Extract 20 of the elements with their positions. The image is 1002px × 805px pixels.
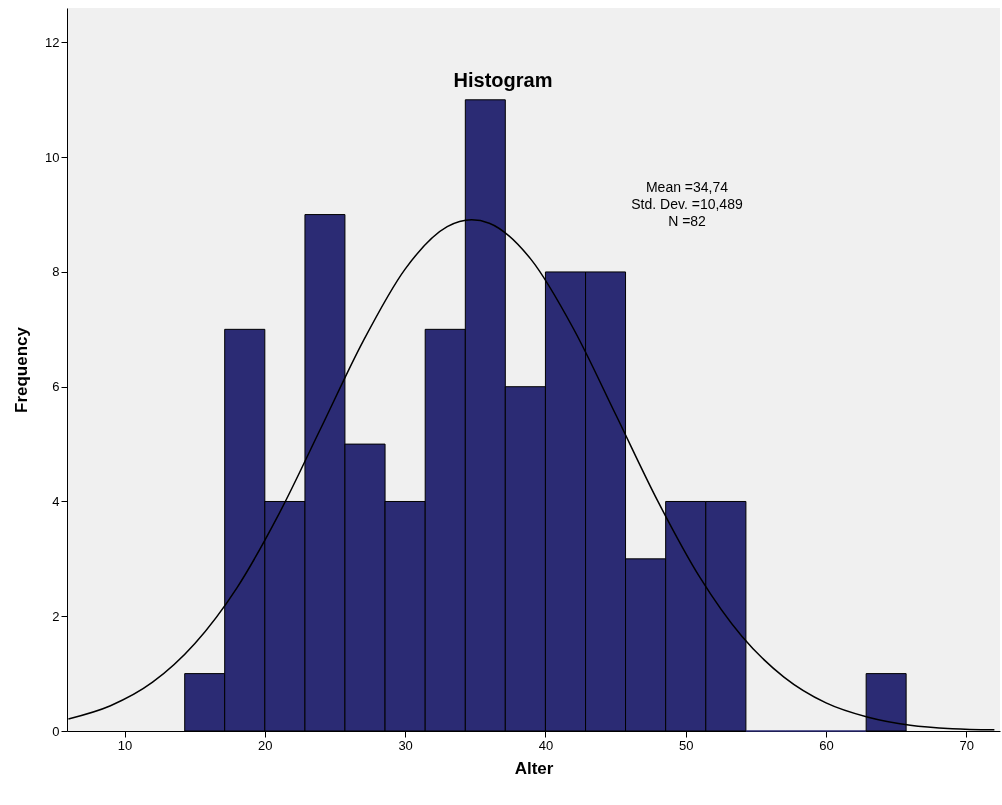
y-axis-title: Frequency (12, 326, 32, 413)
y-tick-label: 4 (52, 493, 60, 509)
annotation: N =82 (668, 213, 707, 229)
annotation: Std. Dev. =10,489 (631, 196, 743, 212)
x-tick-label: 10 (117, 737, 133, 753)
text: Histogram (453, 69, 553, 91)
x-tick-label: 70 (959, 737, 975, 753)
y-tick-label: 12 (45, 34, 60, 50)
y-tick-label: 10 (45, 149, 60, 165)
x-axis-title: Alter (514, 758, 554, 778)
x-tick-label: 40 (538, 737, 554, 753)
x-tick-label: 60 (819, 737, 834, 753)
y-tick-label: 6 (52, 379, 60, 395)
x-tick-label: 50 (678, 737, 694, 753)
y-tick-label: 2 (52, 608, 60, 624)
y-tick-label: 0 (52, 723, 60, 739)
annotation: Mean =34,74 (645, 179, 729, 195)
x-tick-label: 30 (398, 737, 413, 753)
y-tick-label: 8 (52, 264, 60, 280)
x-tick-label: 20 (258, 737, 273, 753)
